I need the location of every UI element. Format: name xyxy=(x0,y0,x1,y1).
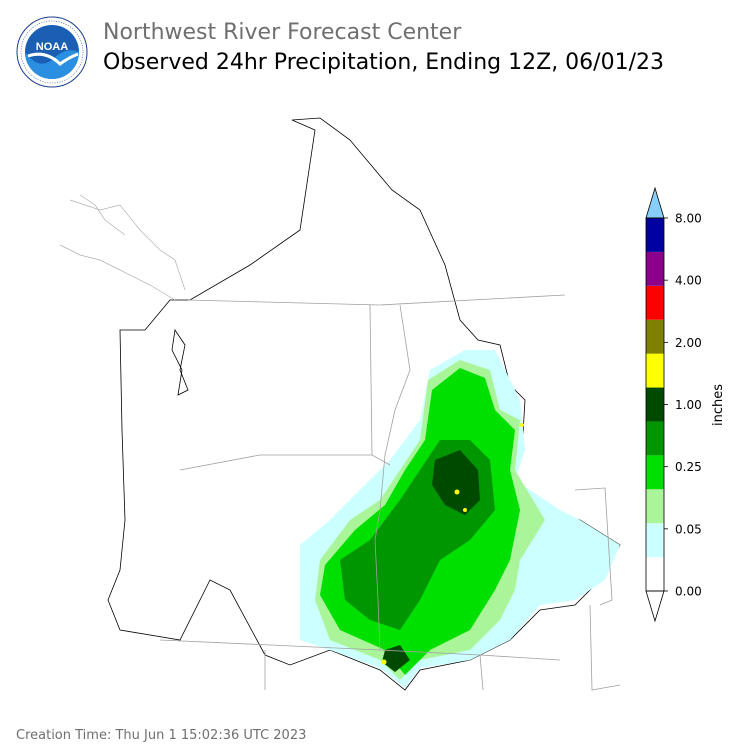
colorbar-segment xyxy=(646,421,664,456)
precipitation-colorbar: 0.00 0.05 0.25 1.00 2.00 4.00 8.00 inches xyxy=(645,186,726,623)
colorbar-segment xyxy=(646,455,664,490)
map-title: Observed 24hr Precipitation, Ending 12Z,… xyxy=(103,50,664,75)
noaa-logo-icon: NOAA xyxy=(16,16,88,88)
colorbar-tick-label: 0.05 xyxy=(675,522,702,536)
colorbar-tick-label: 8.00 xyxy=(675,212,702,226)
colorbar-unit-label: inches xyxy=(711,384,726,426)
colorbar-tick-label: 1.00 xyxy=(675,398,702,412)
svg-text:NOAA: NOAA xyxy=(36,41,68,53)
precip-extreme-spot xyxy=(520,423,524,427)
colorbar-segments xyxy=(645,186,665,623)
colorbar-tick-label: 0.00 xyxy=(675,585,702,599)
precip-extreme-spot xyxy=(463,508,467,512)
puget-sound xyxy=(171,328,189,396)
colorbar-segment xyxy=(646,319,664,354)
colorbar-segment xyxy=(646,353,664,388)
state-boundaries xyxy=(159,294,621,691)
colorbar-segment xyxy=(646,251,664,286)
creation-time: Creation Time: Thu Jun 1 15:02:36 UTC 20… xyxy=(16,728,307,743)
precip-very-heavy-area xyxy=(382,450,480,672)
precip-extreme-spot xyxy=(454,489,460,495)
colorbar-segment xyxy=(646,489,664,524)
colorbar-ticks: 0.00 0.05 0.25 1.00 2.00 4.00 8.00 xyxy=(664,212,702,599)
precipitation-map xyxy=(59,117,621,691)
precip-extreme-spot xyxy=(381,659,387,665)
colorbar-segment xyxy=(646,285,664,320)
colorbar-segment xyxy=(646,387,664,422)
colorbar-tick-label: 2.00 xyxy=(675,336,702,350)
colorbar-max-extension xyxy=(645,186,665,219)
colorbar-tick-label: 4.00 xyxy=(675,274,702,288)
colorbar-tick-label: 0.25 xyxy=(675,460,702,474)
agency-title: Northwest River Forecast Center xyxy=(103,20,462,45)
colorbar-segment xyxy=(646,218,664,252)
colorbar-segment xyxy=(646,523,664,558)
coastline-features xyxy=(59,194,186,301)
colorbar-segment xyxy=(646,557,664,591)
colorbar-min-extension xyxy=(645,590,665,623)
